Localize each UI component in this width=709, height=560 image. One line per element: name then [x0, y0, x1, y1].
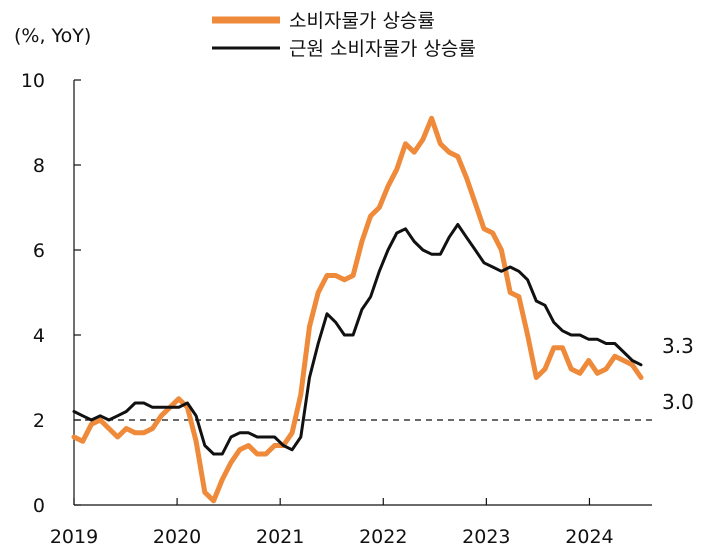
legend-label-core-cpi: 근원 소비자물가 상승률 [289, 38, 476, 60]
y-tick-label: 2 [33, 410, 45, 432]
x-tick-label: 2023 [462, 526, 510, 548]
y-tick-label: 8 [33, 155, 45, 177]
x-tick-label: 2020 [153, 526, 201, 548]
series-line-cpi [71, 115, 644, 504]
end-label-cpi: 3.0 [662, 390, 694, 414]
legend: 소비자물가 상승률 근원 소비자물가 상승률 [212, 10, 476, 60]
y-tick-label: 6 [33, 240, 45, 262]
series-line-core-cpi [72, 223, 643, 456]
y-unit-label: (%, YoY) [14, 25, 91, 47]
y-tick-label: 0 [33, 495, 45, 517]
y-axis-ticks: 0 2 4 6 8 10 [21, 70, 81, 517]
x-tick-label: 2024 [565, 526, 613, 548]
x-axis-ticks: 2019 2020 2021 2022 2023 2024 [50, 498, 614, 548]
x-tick-label: 2022 [359, 526, 407, 548]
end-label-core-cpi: 3.3 [662, 334, 694, 358]
x-tick-label: 2019 [50, 526, 98, 548]
series-layer [71, 115, 644, 504]
y-tick-label: 10 [21, 70, 45, 92]
x-tick-label: 2021 [256, 526, 304, 548]
legend-label-cpi: 소비자물가 상승률 [289, 10, 435, 32]
y-tick-label: 4 [33, 325, 45, 347]
